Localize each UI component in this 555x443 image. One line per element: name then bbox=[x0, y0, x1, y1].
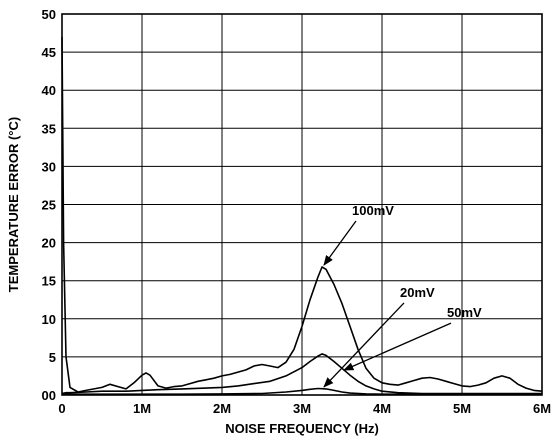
x-tick-label-6: 6M bbox=[533, 401, 551, 416]
y-tick-label-9: 45 bbox=[42, 45, 56, 60]
y-tick-label-10: 50 bbox=[42, 7, 56, 22]
x-tick-label-2: 2M bbox=[213, 401, 231, 416]
series-line-20mV bbox=[61, 353, 542, 395]
series-line-50mV bbox=[62, 387, 542, 396]
annotation-arrow-20mV bbox=[323, 302, 405, 388]
plot-area-frame bbox=[61, 13, 543, 396]
x-tick-label-0: 0 bbox=[58, 401, 65, 416]
grid-lines bbox=[62, 14, 542, 395]
series-annotations: 100mV 20mV 50mV bbox=[323, 203, 482, 388]
x-tick-label-1: 1M bbox=[133, 401, 151, 416]
annotation-label-100mV: 100mV bbox=[352, 203, 394, 218]
y-tick-label-8: 40 bbox=[42, 83, 56, 98]
x-axis-title: NOISE FREQUENCY (Hz) bbox=[225, 421, 379, 436]
y-tick-label-2: 10 bbox=[42, 312, 56, 327]
annotation-arrow-100mV bbox=[323, 220, 357, 266]
y-tick-label-1: 5 bbox=[49, 350, 56, 365]
y-tick-label-5: 25 bbox=[42, 198, 56, 213]
x-tick-label-3: 3M bbox=[293, 401, 311, 416]
series-line-100mV bbox=[61, 36, 543, 393]
x-axis-tick-labels: 0 1M 2M 3M 4M 5M 6M bbox=[58, 401, 551, 416]
x-tick-label-4: 4M bbox=[373, 401, 391, 416]
annotation-label-50mV: 50mV bbox=[447, 305, 482, 320]
y-tick-label-7: 35 bbox=[42, 121, 56, 136]
series-lines bbox=[61, 36, 543, 396]
y-tick-label-0: 00 bbox=[42, 388, 56, 403]
y-tick-label-6: 30 bbox=[42, 159, 56, 174]
annotation-label-20mV: 20mV bbox=[400, 285, 435, 300]
y-axis-title: TEMPERATURE ERROR (°C) bbox=[6, 117, 21, 292]
y-axis-tick-labels: 00 5 10 15 20 25 30 35 40 45 50 bbox=[42, 7, 56, 403]
x-tick-label-5: 5M bbox=[453, 401, 471, 416]
annotation-arrow-50mV bbox=[343, 322, 452, 371]
y-tick-label-3: 15 bbox=[42, 274, 56, 289]
y-tick-label-4: 20 bbox=[42, 236, 56, 251]
